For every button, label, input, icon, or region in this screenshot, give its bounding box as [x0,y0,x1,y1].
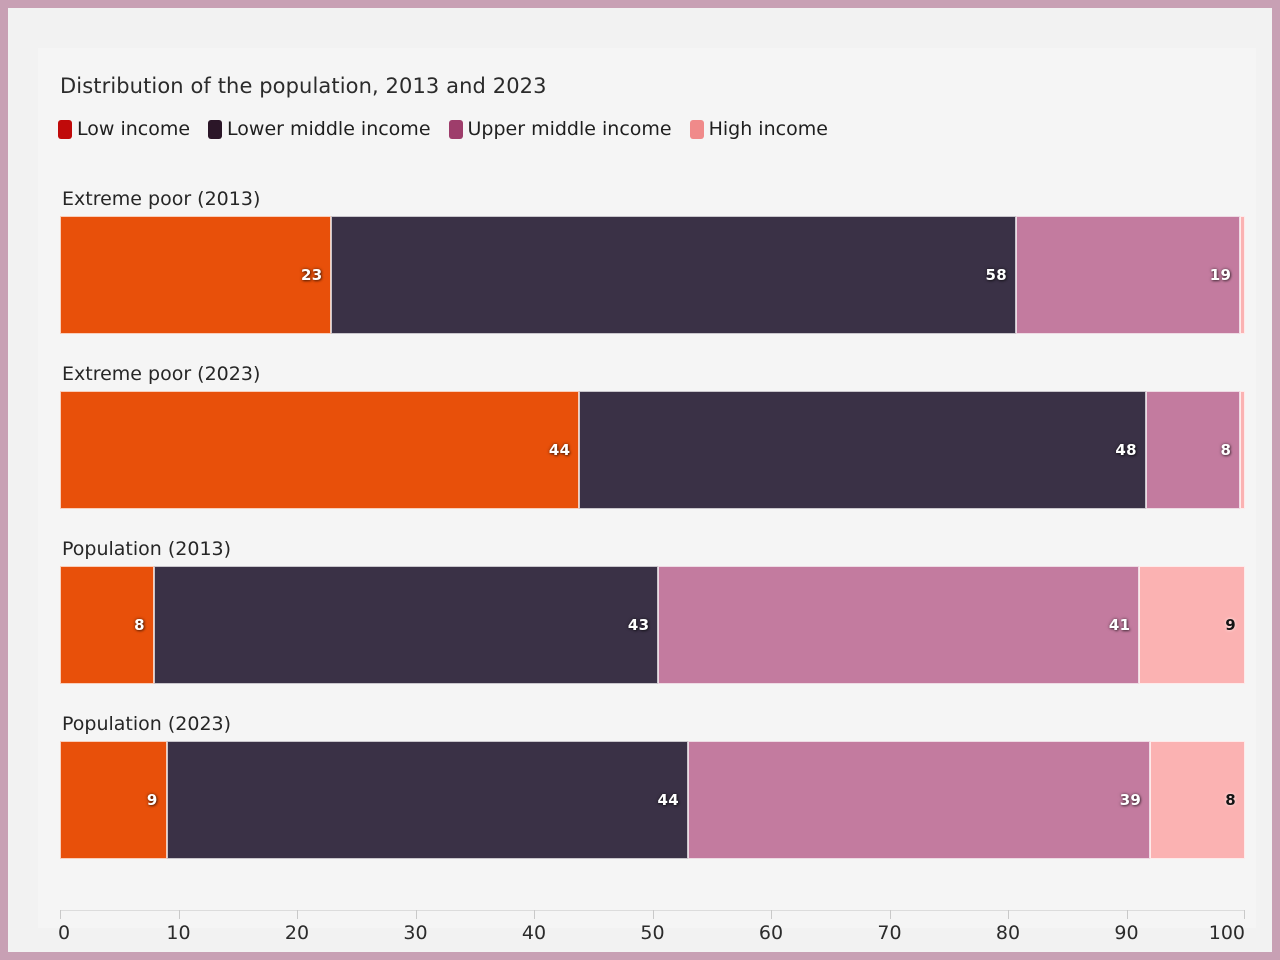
chart-card: Distribution of the population, 2013 and… [38,48,1256,944]
page-frame: Distribution of the population, 2013 and… [8,8,1272,952]
axis-tick [771,910,772,919]
legend-label: Lower middle income [227,118,431,140]
stacked-bar: 9 44 39 8 [60,741,1245,859]
legend-label: Upper middle income [467,118,672,140]
legend-swatch-icon [208,119,223,139]
bar-category-label: Population (2023) [62,713,232,735]
axis-tick [1008,910,1009,919]
axis-tick-label: 50 [640,922,665,944]
axis-tick-label: 70 [877,922,902,944]
bar-segment-value: 23 [300,266,323,284]
axis-tick [889,910,891,919]
chart-legend: Low income Lower middle income Upper middl… [58,118,846,140]
bar-segment-value: 19 [1209,266,1232,284]
bar-category-label: Extreme poor (2023) [62,363,261,385]
axis-tick-label: 10 [166,922,191,944]
axis-tick [415,910,417,919]
axis-tick-label: 20 [284,922,310,944]
bar-segment-value: 43 [627,616,650,634]
axis-tick [1244,910,1245,919]
bar-segment[interactable] [1240,216,1245,334]
bar-segment[interactable]: 8 [1145,391,1241,509]
bar-segment[interactable]: 43 [153,566,659,684]
legend-swatch-icon [58,119,72,139]
bar-segment[interactable]: 8 [60,566,154,684]
x-axis: 0 10 20 30 40 50 60 70 80 90 100 [58,910,1245,950]
bar-segment-value: 8 [1220,441,1232,459]
bar-segment[interactable]: 9 [1139,566,1245,684]
bar-segment-value: 8 [1225,791,1236,809]
stacked-bar: 8 43 41 9 [60,566,1245,684]
bar-category-label: Extreme poor (2013) [62,188,261,210]
bar-segment-value: 9 [146,791,158,809]
legend-item[interactable]: Upper middle income [448,118,672,140]
axis-tick [534,910,535,919]
stacked-bar: 23 58 19 [60,216,1245,334]
bar-segment[interactable]: 48 [579,391,1146,509]
bar-segment-value: 48 [1115,441,1137,459]
axis-tick-label: 100 [1208,922,1245,944]
bar-category-label: Population (2013) [62,538,232,560]
legend-item[interactable]: High income [689,118,828,140]
bar-segment[interactable]: 44 [60,391,580,509]
legend-label: Low income [77,118,191,140]
bar-segment-value: 41 [1108,616,1131,634]
axis-tick [652,910,654,919]
legend-item[interactable]: Lower middle income [208,118,431,140]
axis-tick [1126,910,1128,919]
plot-area: Extreme poor (2013) 23 58 19 Extreme poor (2… [60,188,1245,888]
axis-tick-label: 40 [521,922,547,944]
bar-segment-value: 39 [1119,791,1142,809]
axis-tick [297,910,298,919]
bar-segment[interactable]: 9 [60,741,167,859]
chart-title: Distribution of the population, 2013 and… [60,74,547,98]
bar-segment[interactable]: 41 [658,566,1140,684]
bar-segment-value: 44 [548,441,571,459]
bar-segment[interactable]: 44 [166,741,689,859]
axis-tick-label: 0 [58,922,71,944]
legend-swatch-icon [689,119,704,139]
axis-tick-label: 60 [758,922,784,944]
bar-segment-value: 9 [1225,616,1236,634]
bar-segment-value: 8 [134,616,145,634]
bar-segment[interactable]: 19 [1016,216,1241,334]
legend-item[interactable]: Low income [58,118,190,140]
axis-tick [60,910,61,919]
bar-segment[interactable]: 23 [60,216,332,334]
legend-label: High income [708,118,828,140]
axis-tick [178,910,180,919]
bar-segment-value: 58 [985,266,1007,284]
axis-tick-label: 80 [995,922,1021,944]
axis-tick-label: 30 [403,922,428,944]
bar-segment-value: 44 [657,791,680,809]
bar-segment[interactable]: 58 [331,216,1016,334]
bar-segment[interactable]: 8 [1150,741,1245,859]
bar-segment[interactable] [1240,391,1245,509]
stacked-bar: 44 48 8 [60,391,1245,509]
legend-swatch-icon [448,119,463,139]
bar-segment[interactable]: 39 [688,741,1151,859]
axis-tick-label: 90 [1114,922,1139,944]
